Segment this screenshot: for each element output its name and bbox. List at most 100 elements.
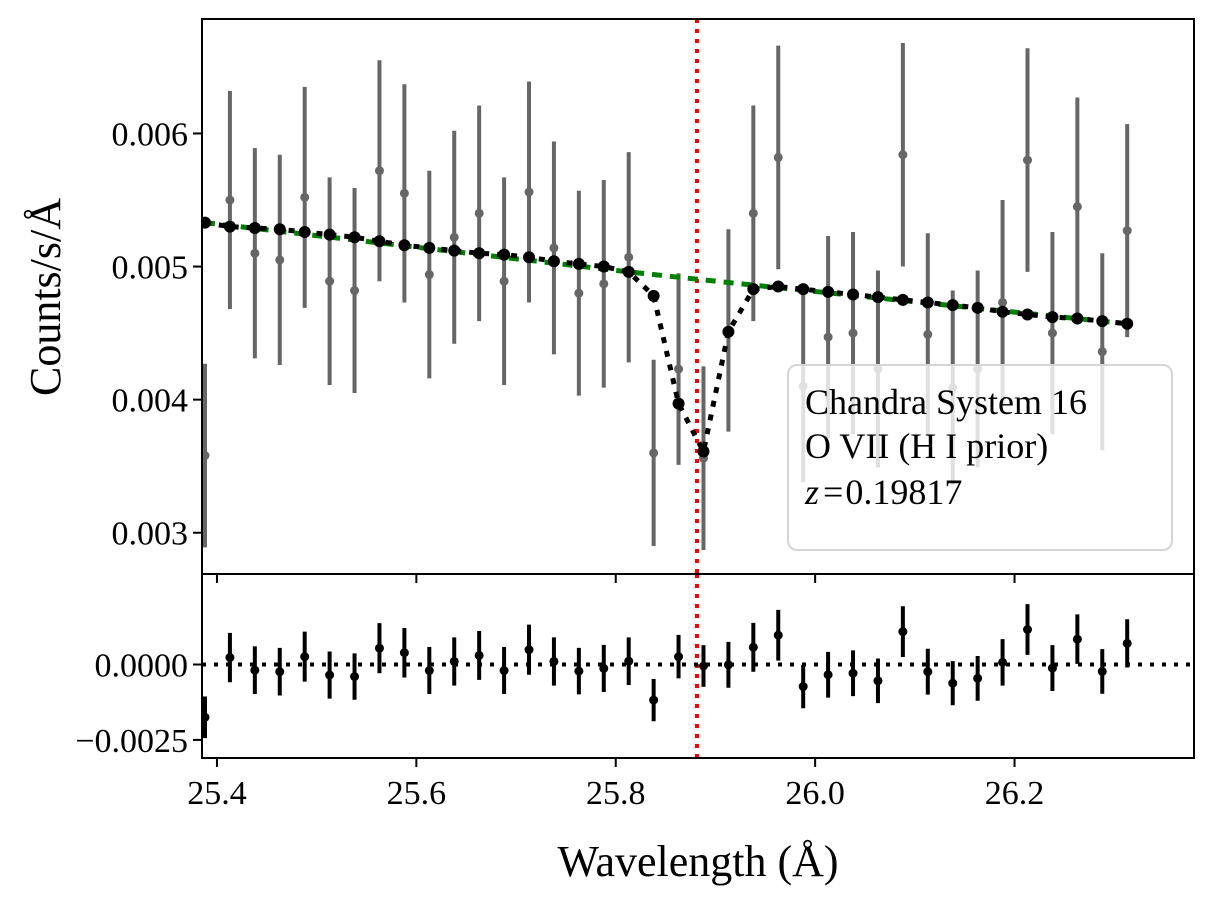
legend-line-1: Chandra System 16 [805, 382, 1087, 422]
data-point [674, 364, 684, 374]
data-point [250, 248, 260, 258]
data-point [624, 252, 634, 262]
data-point [374, 166, 384, 176]
residual-point [898, 627, 908, 637]
data-point [399, 188, 409, 198]
residual-point [202, 712, 210, 722]
residual-frame [201, 573, 1195, 759]
residual-y-tick-label: 0.0000 [95, 647, 189, 684]
residual-point [275, 667, 285, 677]
data-point [1097, 347, 1107, 357]
model-point [722, 325, 735, 338]
data-point [325, 276, 335, 286]
data-point [1047, 328, 1057, 338]
residual-point [848, 668, 858, 678]
residual-point [948, 678, 958, 688]
data-point [599, 279, 609, 289]
residual-point [574, 666, 584, 676]
residual-point [474, 650, 484, 660]
model-point [697, 445, 710, 458]
model-point [772, 280, 785, 293]
data-point [748, 208, 758, 218]
data-point [474, 208, 484, 218]
residual-point [499, 666, 509, 676]
residual-point [973, 673, 983, 683]
model-point [298, 225, 311, 238]
model-point [223, 220, 236, 233]
residual-panel: 0.0000 −0.0025 25.4 25.6 25.8 26.0 26.2 Wavel… [75, 573, 1195, 886]
legend-line-2: O VII (H I prior) [805, 426, 1048, 466]
y-tick-label: 0.005 [112, 250, 189, 287]
data-point [998, 297, 1008, 307]
model-point [1071, 312, 1084, 325]
model-point [946, 299, 959, 312]
model-point [597, 260, 610, 273]
data-point [524, 187, 534, 197]
legend-redshift: z =0.19817 [804, 472, 962, 512]
residual-y-tick-label: −0.0025 [75, 723, 188, 760]
data-point [898, 150, 908, 160]
residual-point [748, 642, 758, 652]
x-axis-label: Wavelength (Å) [557, 837, 838, 886]
redshift-equals: = [823, 472, 843, 512]
data-point [1072, 202, 1082, 212]
model-point [1046, 311, 1059, 324]
model-point [871, 291, 884, 304]
model-point [523, 251, 536, 264]
residual-point [325, 670, 335, 680]
model-point [896, 293, 909, 306]
data-point [1122, 226, 1132, 236]
legend-box: Chandra System 16 O VII (H I prior) z =0.… [787, 364, 1173, 551]
model-point [398, 239, 411, 252]
residual-point [624, 656, 634, 666]
residual-point [923, 667, 933, 677]
model-point [547, 255, 560, 268]
residual-point [599, 663, 609, 673]
model-point [248, 221, 261, 234]
residual-point [698, 661, 708, 671]
y-axis-label: Counts/s/Å [21, 198, 70, 396]
model-point [996, 305, 1009, 318]
residual-point [225, 653, 235, 663]
data-point [449, 232, 459, 242]
residual-point [524, 645, 534, 655]
model-point [373, 235, 386, 248]
model-point [202, 216, 211, 229]
model-point [672, 397, 685, 410]
redshift-symbol: z [804, 472, 819, 512]
residual-point [1023, 625, 1033, 635]
x-axis-ticks: 25.4 25.6 25.8 26.0 26.2 [187, 574, 1044, 812]
data-point [823, 332, 833, 342]
residual-point [873, 676, 883, 686]
x-tick-label: 25.6 [387, 775, 447, 812]
model-points [202, 216, 1134, 458]
residual-point [549, 656, 559, 666]
residual-point [449, 656, 459, 666]
data-point [202, 451, 210, 461]
residual-point [374, 643, 384, 653]
model-point [921, 296, 934, 309]
model-point [971, 301, 984, 314]
y-axis-ticks: 0.003 0.004 0.005 0.006 [112, 116, 202, 553]
data-point [649, 448, 659, 458]
x-tick-label: 26.2 [985, 775, 1045, 812]
model-point [847, 288, 860, 301]
residual-point [773, 630, 783, 640]
residual-point [399, 648, 409, 658]
data-point [424, 270, 434, 280]
residual-point [1072, 634, 1082, 644]
model-point [797, 283, 810, 296]
residual-point [998, 657, 1008, 667]
y-tick-label: 0.003 [112, 516, 189, 553]
residual-point [823, 670, 833, 680]
data-point [275, 255, 285, 265]
residual-point [798, 682, 808, 692]
model-point [1121, 317, 1134, 330]
residual-point [300, 652, 310, 662]
residual-point [250, 665, 260, 675]
x-tick-label: 25.4 [187, 775, 247, 812]
residual-points [202, 625, 1132, 722]
residual-point [674, 652, 684, 662]
residual-point [723, 660, 733, 670]
